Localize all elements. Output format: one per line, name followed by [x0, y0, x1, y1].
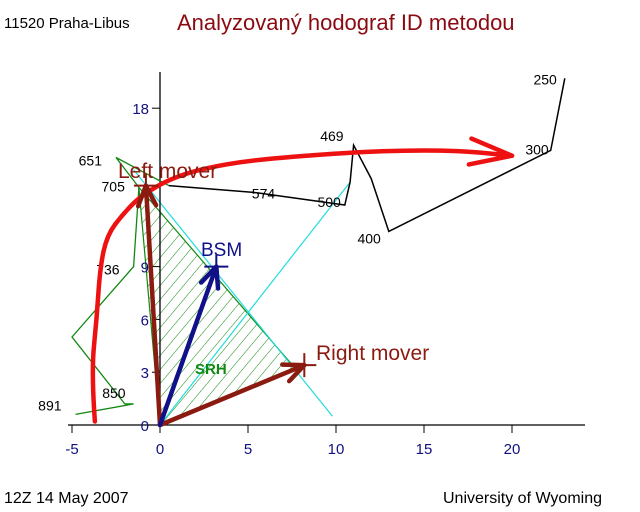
pressure-label-850: 850 [102, 385, 126, 401]
hodograph-line-lower [71, 156, 170, 416]
pressure-label-300: 300 [525, 141, 549, 157]
pressure-label-574: 574 [252, 186, 276, 202]
bsm-label: BSM [201, 240, 242, 261]
pressure-label-469: 469 [320, 128, 344, 144]
pressure-label-651: 651 [79, 152, 103, 168]
hodograph-line-upper [168, 78, 566, 233]
x-tick-label: 5 [244, 441, 252, 458]
bsm-vector [157, 264, 219, 428]
y-tick-label: 9 [141, 260, 149, 277]
chart-title: Analyzovaný hodograf ID metodou [177, 10, 515, 35]
right-mover-vector [157, 362, 307, 428]
srh-area [138, 185, 297, 426]
x-tick-label: -5 [65, 441, 78, 458]
pressure-label-400: 400 [357, 230, 381, 246]
station-label: 11520 Praha-Libus [4, 15, 130, 32]
srh-label: SRH [195, 361, 227, 378]
pressure-label-500: 500 [317, 194, 341, 210]
left-mover-label: Left mover [118, 160, 217, 183]
y-tick-label: 18 [132, 101, 149, 118]
guide-line-2 [159, 181, 351, 426]
x-tick-label: 15 [416, 441, 433, 458]
pressure-label-705: 705 [102, 178, 126, 194]
pressure-label-891: 891 [38, 397, 62, 413]
smoothed-profile-arrowhead [466, 136, 515, 167]
y-tick-label: 3 [141, 365, 149, 382]
credit-label: University of Wyoming [443, 490, 603, 507]
x-tick-label: 20 [504, 441, 521, 458]
right-mover-label: Right mover [316, 342, 429, 365]
x-tick-label: 0 [156, 441, 164, 458]
left-mover-vector [143, 183, 163, 428]
x-tick-label: 10 [328, 441, 345, 458]
y-tick-label: 6 [141, 312, 149, 329]
guide-line-1 [133, 169, 333, 417]
y-tick-label: 0 [141, 418, 149, 435]
date-label: 12Z 14 May 2007 [4, 490, 129, 507]
pressure-label-250: 250 [533, 71, 557, 87]
